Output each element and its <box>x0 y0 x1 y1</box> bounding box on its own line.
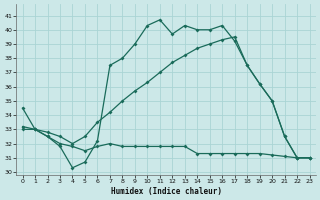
X-axis label: Humidex (Indice chaleur): Humidex (Indice chaleur) <box>111 187 221 196</box>
